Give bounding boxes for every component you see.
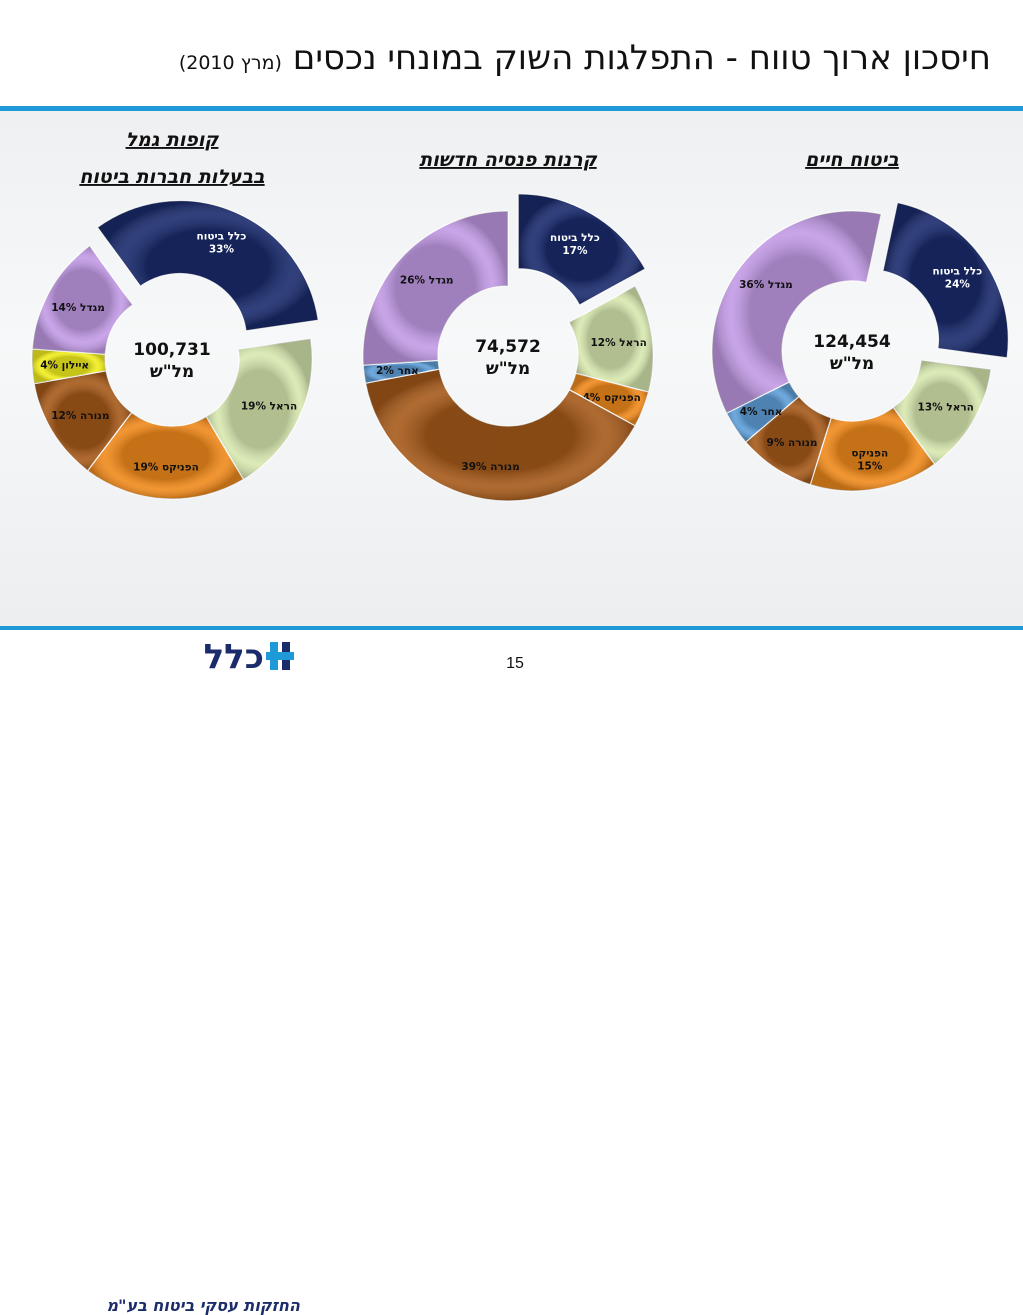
- slice-label: מנורה 9%: [767, 437, 818, 449]
- slice-shade: [882, 202, 1009, 358]
- slice-label: הראל 19%: [241, 400, 297, 412]
- chart-title-line: קופות גמל: [126, 129, 220, 151]
- slice-label-line: כלל ביטוח: [197, 230, 247, 242]
- slice-label: הראל 13%: [918, 402, 974, 414]
- slice-label-line: הפניקס 19%: [133, 461, 199, 473]
- chart-total-value: 124,454: [813, 332, 891, 352]
- donut-slice-1: כלל ביטוח 33%: [96, 199, 319, 332]
- slice-shade: [712, 210, 882, 414]
- slice-label-line: מגדל 14%: [51, 302, 105, 314]
- slice-shade: [569, 286, 653, 393]
- slice-label: כלל ביטוח 24%: [932, 266, 982, 291]
- slice-label-line: איילון 4%: [40, 360, 89, 372]
- slice-label: מגדל 14%: [51, 302, 105, 314]
- slice-label: מנורה 12%: [51, 410, 109, 422]
- slice-shade: [206, 338, 312, 480]
- chart-title-line: קרנות פנסיה חדשות: [419, 149, 597, 171]
- slice-shade: [810, 407, 935, 491]
- donut-slice-2: הראל 19%: [205, 337, 313, 481]
- slice-label-line: כלל ביטוח: [550, 232, 600, 244]
- slice-shade: [726, 382, 799, 443]
- slice-shade: [365, 369, 636, 501]
- slice-label-line: הראל 12%: [590, 337, 646, 349]
- slice-label-line: מגדל 36%: [739, 279, 793, 291]
- slice-shade: [363, 360, 440, 384]
- page-number: 15: [506, 655, 524, 672]
- chart-total-value: 100,731: [133, 340, 210, 360]
- slice-shade: [893, 360, 991, 465]
- chart-title-line: ביטוח חיים: [805, 149, 899, 171]
- donut-slice-1: כלל ביטוח 24%: [882, 201, 1009, 359]
- slice-label: כלל ביטוח 17%: [550, 232, 600, 257]
- header-divider: [0, 106, 1023, 111]
- slice-shade: [34, 370, 132, 471]
- slice-label-line: 17%: [562, 245, 588, 257]
- slice-label-line: הראל 13%: [918, 402, 974, 414]
- slice-label-line: כלל ביטוח: [932, 266, 982, 278]
- slice-shade: [745, 396, 832, 485]
- donut-slice-1: כלל ביטוח 17%: [517, 193, 647, 306]
- slice-label-line: 33%: [209, 243, 235, 255]
- slice-shade: [569, 373, 649, 426]
- slice-label-line: הפניקס 4%: [583, 392, 641, 404]
- slice-label: איילון 4%: [40, 360, 89, 372]
- slice-label: הפניקס 19%: [133, 461, 199, 473]
- logo-tagline: החזקות עסקי ביטוח בע"מ: [106, 1296, 300, 1315]
- slice-label: מגדל 36%: [739, 279, 793, 291]
- slice-label: מגדל 26%: [400, 275, 454, 287]
- chart-title-line: בבעלות חברות ביטוח: [79, 166, 265, 188]
- logo-mark-icon: כלל: [204, 638, 294, 674]
- slice-shade: [31, 348, 107, 384]
- company-logo: כלל החזקות עסקי ביטוח בע"מ: [30, 630, 300, 1315]
- slice-shade: [363, 211, 508, 366]
- donut-slice-6: מגדל 26%: [362, 210, 509, 366]
- donut-chart-2: קרנות פנסיה חדשות כלל ביטוח 17% הראל 12% הפנ…: [362, 149, 654, 502]
- slice-label-line: אחר 4%: [740, 406, 783, 418]
- chart-total-unit: מל"ש: [150, 362, 194, 382]
- slice-label-line: הראל 19%: [241, 400, 297, 412]
- slice-shade: [32, 245, 133, 355]
- slice-shade: [87, 412, 244, 499]
- donut-slice-6: מגדל 14%: [31, 244, 134, 355]
- slice-label: הראל 12%: [590, 337, 646, 349]
- page-title-date: (מרץ 2010): [178, 52, 282, 74]
- donut-slice-3: הפניקס 4%: [568, 372, 650, 427]
- logo-mark-text: כלל: [204, 638, 264, 674]
- donut-slice-5: איילון 4%: [31, 348, 107, 385]
- slice-label-line: 24%: [945, 279, 971, 291]
- page-title-text: חיסכון ארוך טווח - התפלגות השוק במונחי נ…: [292, 38, 991, 78]
- chart-total-value: 74,572: [475, 337, 541, 357]
- donut-slice-2: הראל 12%: [568, 285, 654, 393]
- slice-label: כלל ביטוח 33%: [197, 230, 247, 255]
- slice-label: הפניקס 4%: [583, 392, 641, 404]
- slice-label-line: מנורה 12%: [51, 410, 109, 422]
- chart-total-unit: מל"ש: [830, 354, 874, 374]
- slice-shade: [518, 193, 646, 306]
- donut-chart-3: ביטוח חיים כלל ביטוח 24% הראל 13% הפניקס 15% מ…: [711, 149, 1009, 492]
- chart-total-unit: מל"ש: [486, 359, 530, 379]
- slice-label: הפניקס 15%: [851, 448, 888, 473]
- slice-label-line: הפניקס: [851, 448, 888, 460]
- slice-label-line: מגדל 26%: [400, 275, 454, 287]
- slice-label: מנורה 39%: [461, 461, 519, 473]
- slice-label-line: 15%: [857, 461, 883, 473]
- page-title: חיסכון ארוך טווח - התפלגות השוק במונחי נ…: [20, 38, 991, 78]
- slice-label: אחר 2%: [376, 365, 419, 377]
- donut-slice-5: אחר 2%: [362, 359, 440, 384]
- slice-shade: [97, 200, 319, 331]
- charts-panel: קופות גמל בבעלות חברות ביטוח כלל ביטוח 33% ה…: [0, 111, 1023, 626]
- donut-slice-3: הפניקס 15%: [809, 406, 936, 492]
- slice-label-line: מנורה 39%: [461, 461, 519, 473]
- donut-slice-4: מנורה 39%: [364, 368, 636, 502]
- donut-slice-6: מגדל 36%: [711, 210, 882, 414]
- donut-chart-1: קופות גמל בבעלות חברות ביטוח כלל ביטוח 33% ה…: [31, 129, 319, 500]
- slice-label-line: אחר 2%: [376, 365, 419, 377]
- footer-divider: [0, 626, 1023, 630]
- slice-label-line: מנורה 9%: [767, 437, 818, 449]
- donut-slice-3: הפניקס 19%: [86, 411, 245, 500]
- slice-label: אחר 4%: [740, 406, 783, 418]
